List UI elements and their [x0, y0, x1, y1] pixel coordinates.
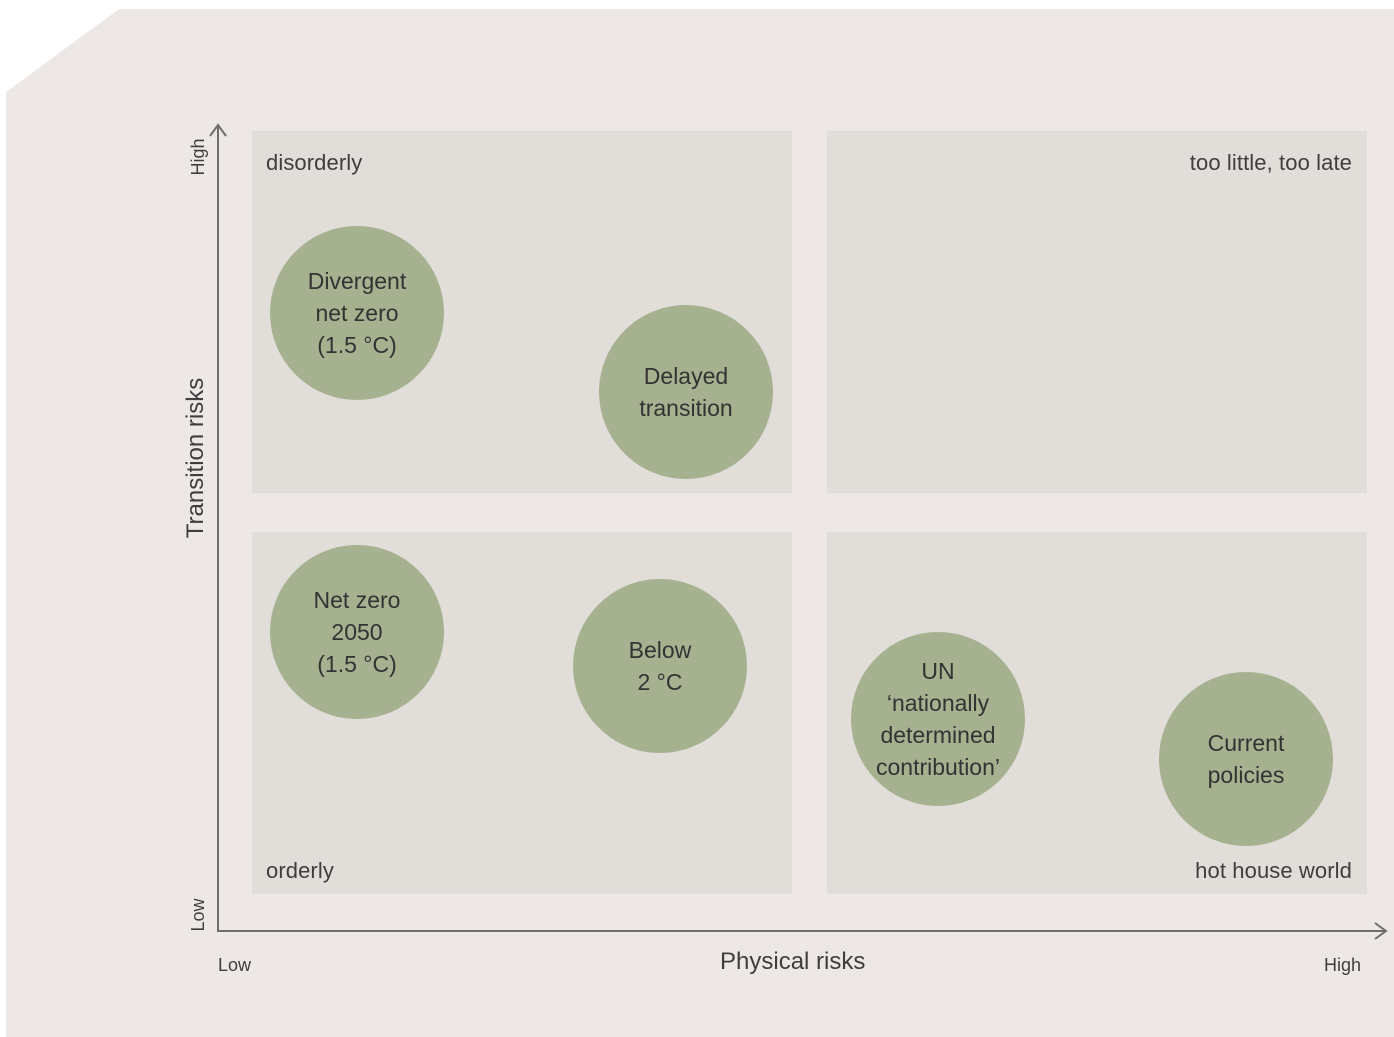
scenario-un-ndc: UN ‘nationally determined contribution’ [851, 632, 1025, 806]
y-axis-low-label: Low [187, 898, 208, 932]
quadrant-too-little-too-late [827, 131, 1367, 493]
quadrant-label-hot-house-world: hot house world [1195, 858, 1352, 883]
scenario-delayed-transition: Delayed transition [599, 305, 773, 479]
x-axis-low-label: Low [218, 955, 252, 975]
scenario-delayed-transition-label: Delayed transition [639, 363, 733, 421]
scenario-net-zero-2050-label: Net zero 2050 (1.5 °C) [313, 587, 401, 677]
y-axis-arrowhead [209, 123, 227, 137]
y-axis-high-wrap: High [185, 127, 211, 187]
scenario-current-policies-label: Current policies [1207, 730, 1285, 788]
quadrant-label-disorderly: disorderly [266, 150, 363, 175]
y-axis-title-wrap: Transition risks [176, 358, 216, 558]
scenario-below-2c-label: Below 2 °C [628, 637, 692, 695]
y-axis-title: Transition risks [182, 377, 209, 539]
scenario-divergent-net-zero: Divergent net zero (1.5 °C) [270, 226, 444, 400]
x-axis-high-label: High [1324, 955, 1362, 975]
x-axis-title: Physical risks [720, 948, 866, 975]
scenario-current-policies: Current policies [1159, 672, 1333, 846]
y-axis-high-label: High [187, 138, 208, 176]
y-axis-low-wrap: Low [185, 885, 211, 945]
scenario-net-zero-2050: Net zero 2050 (1.5 °C) [270, 545, 444, 719]
scenario-below-2c: Below 2 °C [573, 579, 747, 753]
quadrant-label-orderly: orderly [266, 858, 334, 883]
x-axis-arrowhead [1374, 922, 1388, 940]
quadrant-label-too-little-too-late: too little, too late [1189, 150, 1352, 175]
scenario-divergent-net-zero-label: Divergent net zero (1.5 °C) [307, 268, 407, 358]
scenario-un-ndc-label: UN ‘nationally determined contribution’ [875, 658, 1001, 780]
